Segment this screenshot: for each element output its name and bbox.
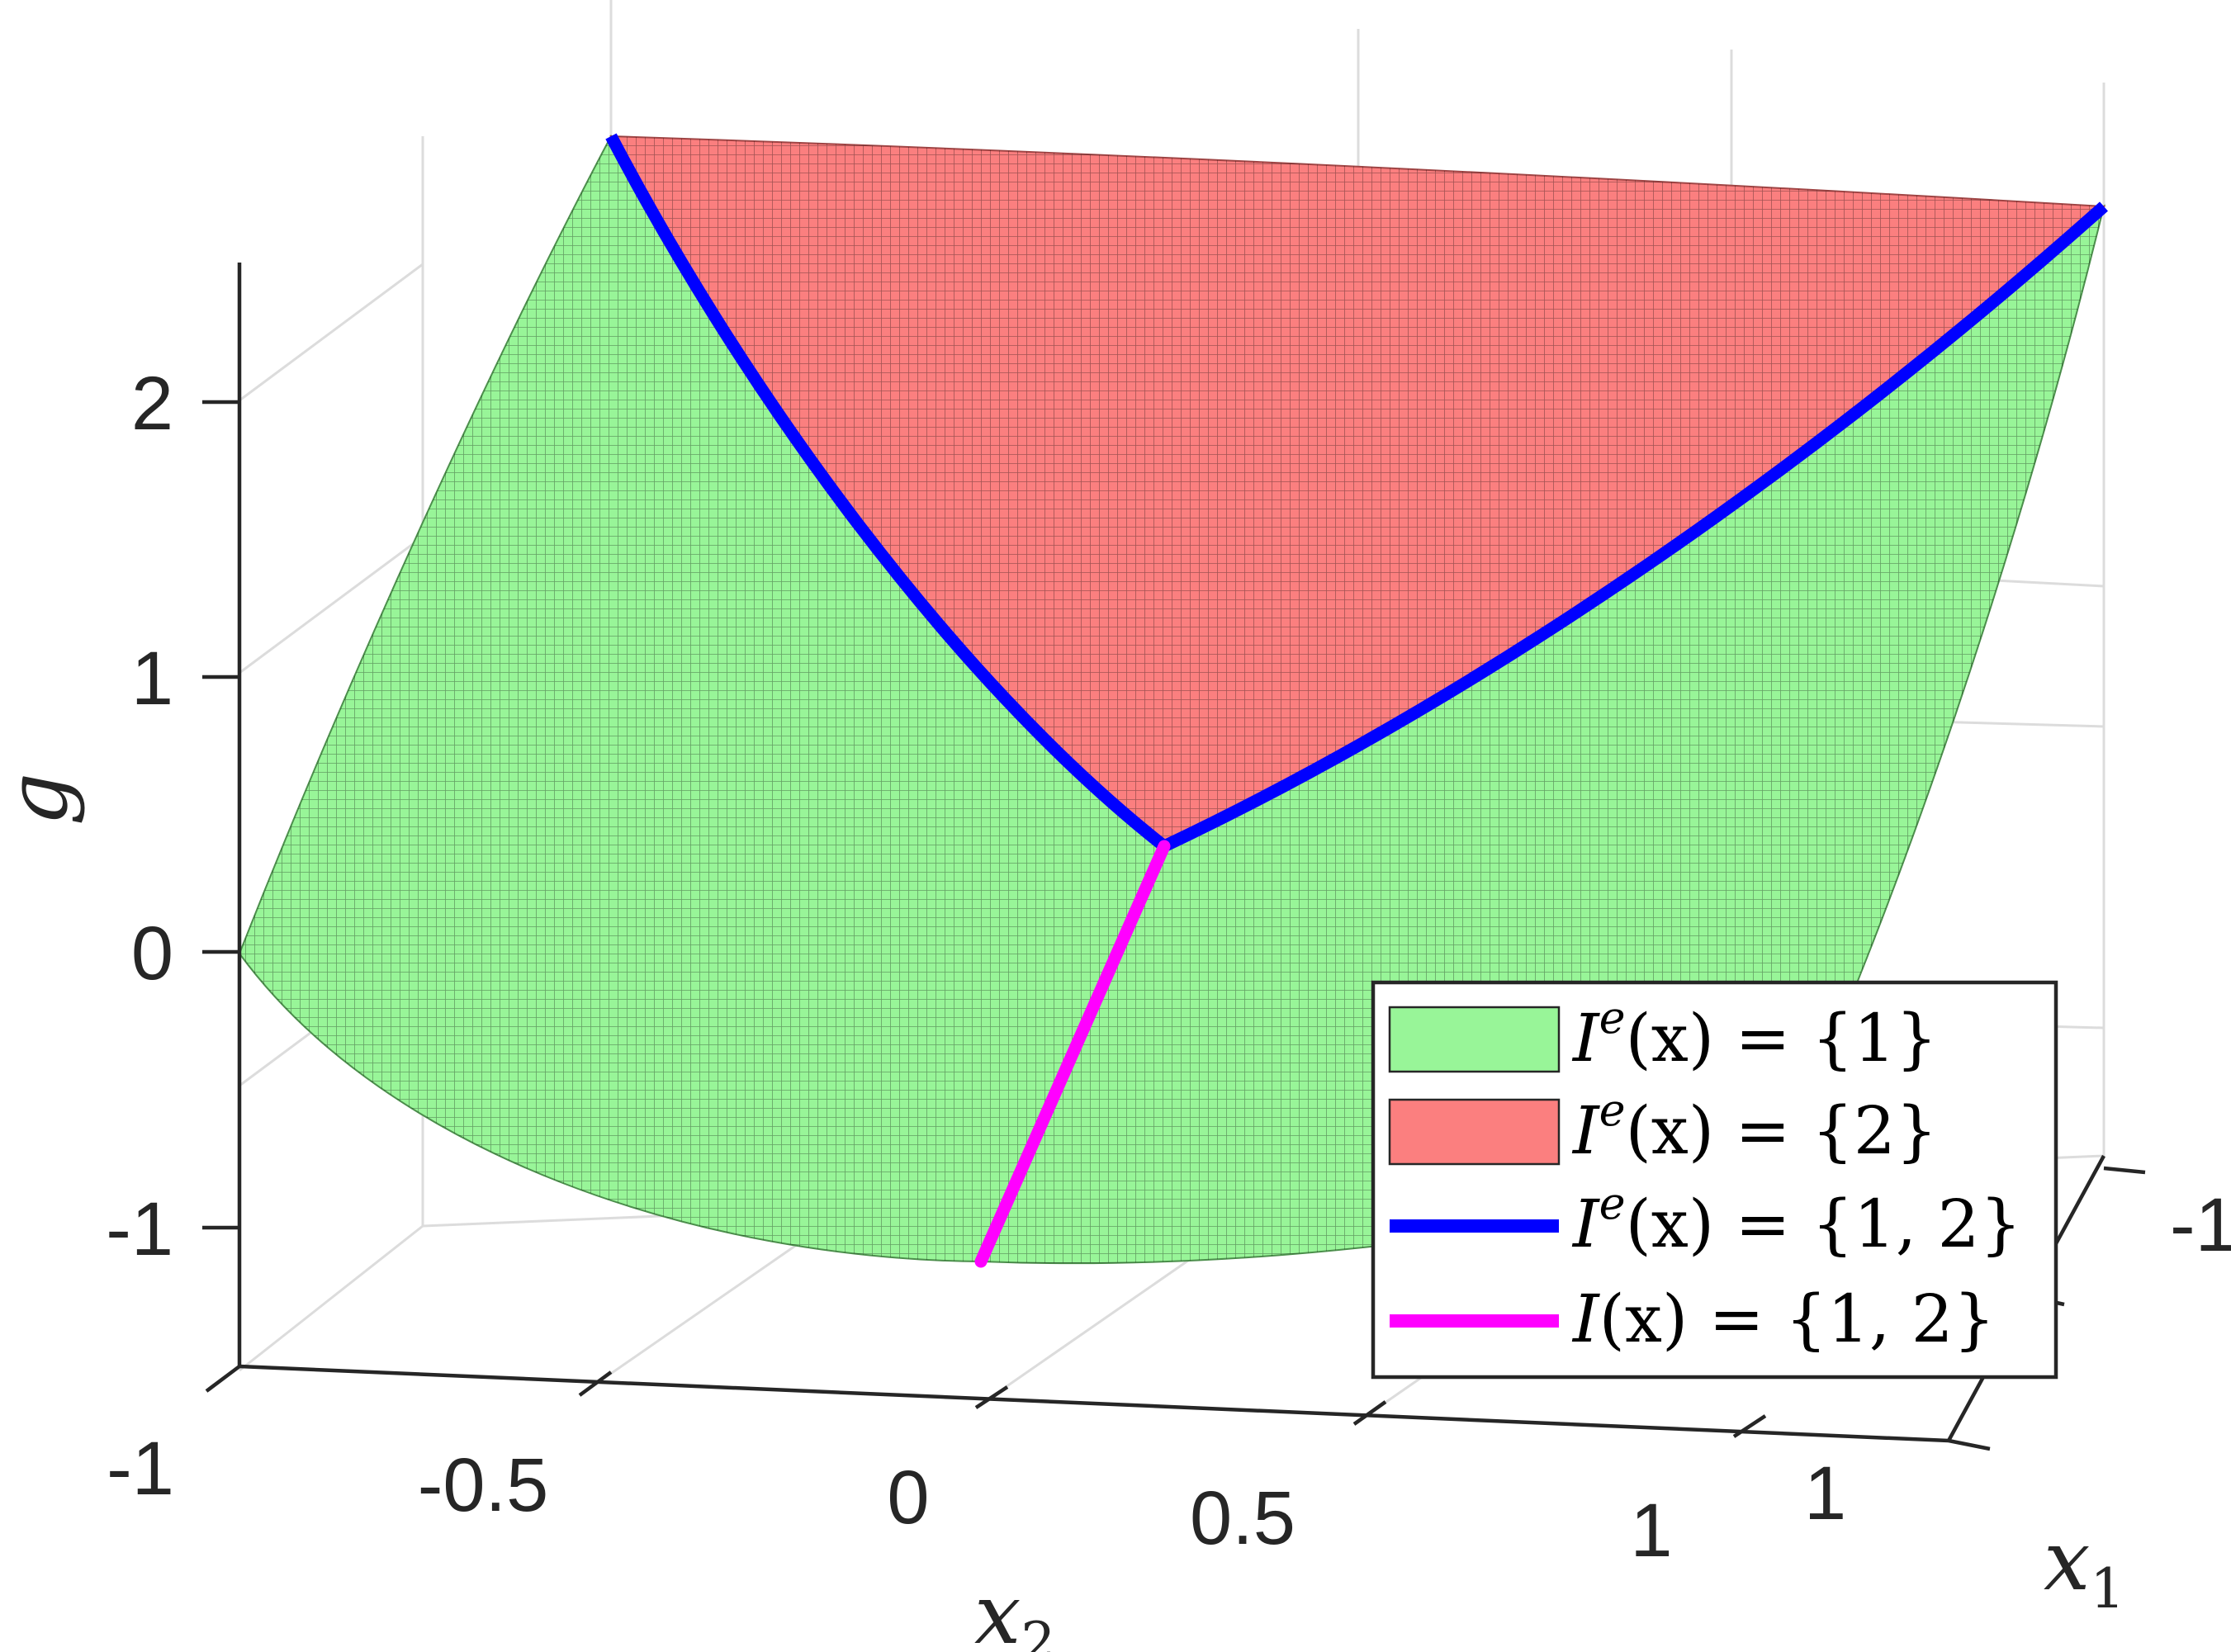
gridline bbox=[579, 1220, 831, 1397]
x1-tick-label: -1 bbox=[2170, 1183, 2231, 1267]
z-tick-label: -1 bbox=[106, 1187, 173, 1271]
legend-label-region-2: Ie(x) = {2} bbox=[1571, 1084, 1938, 1169]
gridline bbox=[239, 263, 424, 402]
x1-tick-labels: -1 1 bbox=[1804, 1183, 2231, 1536]
z-tick-label: 2 bbox=[131, 362, 173, 446]
x2-tick bbox=[974, 1385, 1009, 1409]
legend-entry-region-1: Ie(x) = {1} bbox=[1388, 992, 1938, 1077]
x1-tick bbox=[1948, 1438, 1991, 1451]
gridline bbox=[239, 535, 424, 675]
x2-tick-labels: -1 -0.5 0 0.5 1 bbox=[107, 1427, 1672, 1573]
legend-label-index-both: I(x) = {1, 2} bbox=[1571, 1280, 1996, 1357]
boundary-index-both bbox=[974, 840, 1171, 1268]
legend-label-region-1: Ie(x) = {1} bbox=[1571, 992, 1938, 1077]
x2-tick-label: 1 bbox=[1630, 1489, 1672, 1573]
gridline bbox=[239, 1224, 424, 1372]
legend: Ie(x) = {1} Ie(x) = {2} Ie(x) = {1, 2} I… bbox=[1371, 980, 2058, 1380]
gridline bbox=[975, 1233, 1227, 1409]
axes bbox=[202, 263, 2146, 1451]
legend-entry-active-both: Ie(x) = {1, 2} bbox=[1390, 1177, 2021, 1262]
boundary-active-both bbox=[605, 133, 2108, 853]
x2-tick-label: -1 bbox=[107, 1427, 174, 1511]
z-tick-label: 0 bbox=[131, 911, 173, 996]
legend-swatch-region-2 bbox=[1388, 1098, 1561, 1166]
z-tick-labels: 2 1 0 -1 bbox=[106, 362, 173, 1271]
x2-tick bbox=[1352, 1400, 1387, 1426]
x1-axis-label: x1 bbox=[2044, 1512, 2124, 1621]
x2-tick-label: 0.5 bbox=[1190, 1476, 1295, 1560]
x2-tick bbox=[1732, 1414, 1767, 1438]
legend-label-active-both: Ie(x) = {1, 2} bbox=[1571, 1177, 2021, 1262]
x1-tick-label: 1 bbox=[1804, 1451, 1846, 1536]
x1-tick bbox=[2103, 1166, 2146, 1175]
x2-tick-label: -0.5 bbox=[418, 1443, 549, 1527]
z-tick-label: 1 bbox=[131, 637, 173, 721]
legend-entry-index-both: I(x) = {1, 2} bbox=[1390, 1280, 1996, 1357]
x2-tick bbox=[578, 1370, 613, 1397]
x2-axis-line bbox=[239, 1364, 1949, 1443]
x2-axis-label: x2 bbox=[974, 1566, 1055, 1652]
surface-region-1-left-mesh bbox=[239, 136, 1164, 1261]
z-axis-label: g bbox=[0, 773, 86, 826]
legend-entry-region-2: Ie(x) = {2} bbox=[1388, 1084, 1938, 1169]
x2-tick bbox=[205, 1365, 241, 1393]
x2-tick-label: 0 bbox=[887, 1456, 929, 1540]
legend-swatch-region-1 bbox=[1388, 1006, 1561, 1073]
